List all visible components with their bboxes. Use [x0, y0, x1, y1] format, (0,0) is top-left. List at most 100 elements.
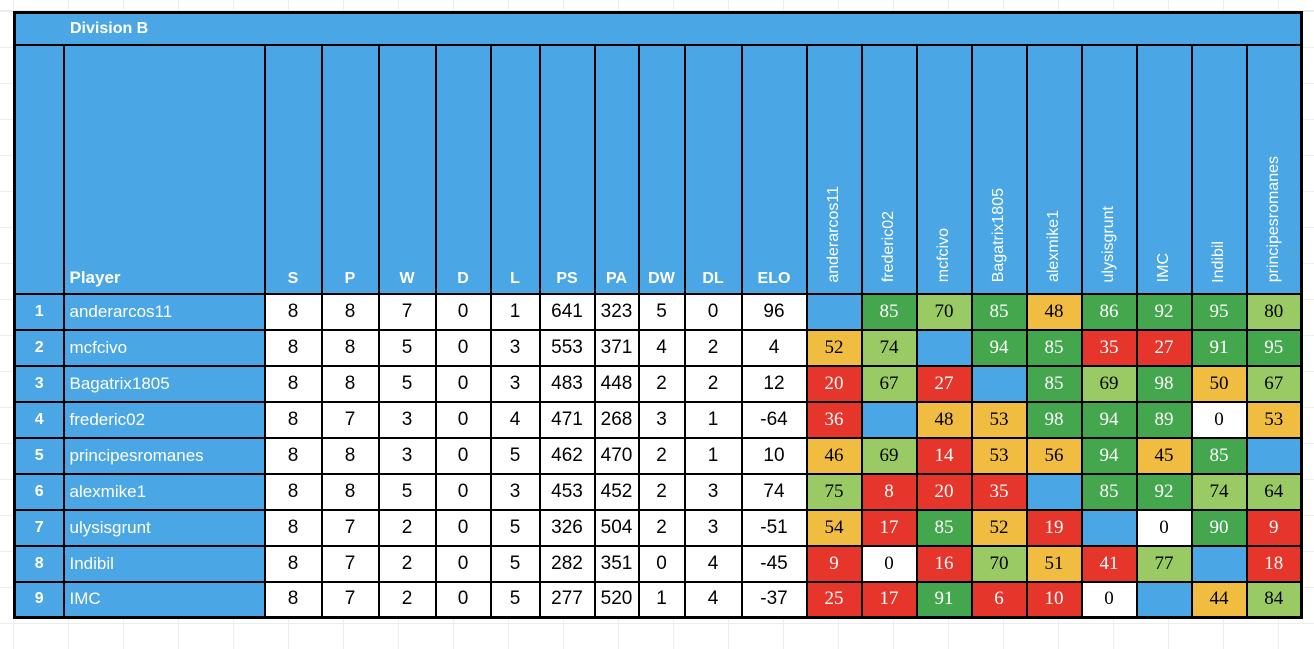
stat-column-header[interactable]: D — [434, 43, 492, 295]
stat-cell[interactable]: 4 — [637, 328, 686, 367]
result-cell[interactable]: 53 — [970, 400, 1028, 439]
stat-cell[interactable]: 0 — [637, 544, 686, 583]
stat-cell[interactable]: 0 — [434, 292, 492, 331]
opponent-column-header[interactable]: alexmike1 — [1025, 43, 1083, 295]
stat-cell[interactable]: 10 — [740, 436, 808, 475]
result-cell[interactable]: 52 — [970, 508, 1028, 547]
stat-cell[interactable]: 5 — [489, 544, 541, 583]
stat-cell[interactable]: 520 — [593, 580, 640, 619]
stat-cell[interactable]: 2 — [637, 364, 686, 403]
stat-cell[interactable]: 8 — [263, 508, 323, 547]
stat-column-header[interactable]: DW — [637, 43, 686, 295]
result-cell[interactable]: 54 — [805, 508, 863, 547]
stat-cell[interactable]: 3 — [377, 436, 437, 475]
opponent-column-header[interactable]: ulysisgrunt — [1080, 43, 1138, 295]
self-cell[interactable] — [1135, 580, 1193, 619]
self-cell[interactable] — [1245, 436, 1303, 475]
result-cell[interactable]: 69 — [1080, 364, 1138, 403]
rank-cell[interactable]: 7 — [13, 508, 65, 547]
player-cell[interactable]: principesromanes — [62, 436, 266, 475]
player-cell[interactable]: alexmike1 — [62, 472, 266, 511]
rank-cell[interactable]: 6 — [13, 472, 65, 511]
result-cell[interactable]: 90 — [1190, 508, 1248, 547]
stat-cell[interactable]: 371 — [593, 328, 640, 367]
result-cell[interactable]: 0 — [1135, 508, 1193, 547]
result-cell[interactable]: 51 — [1025, 544, 1083, 583]
stat-cell[interactable]: 7 — [320, 508, 380, 547]
stat-cell[interactable]: 7 — [320, 580, 380, 619]
result-cell[interactable]: 85 — [1025, 328, 1083, 367]
stat-cell[interactable]: 74 — [740, 472, 808, 511]
result-cell[interactable]: 94 — [970, 328, 1028, 367]
result-cell[interactable]: 94 — [1080, 436, 1138, 475]
stat-cell[interactable]: 0 — [434, 400, 492, 439]
stat-cell[interactable]: 1 — [489, 292, 541, 331]
stat-cell[interactable]: 3 — [637, 400, 686, 439]
stat-cell[interactable]: 268 — [593, 400, 640, 439]
stat-cell[interactable]: 471 — [538, 400, 596, 439]
result-cell[interactable]: 85 — [1080, 472, 1138, 511]
stat-column-header[interactable]: ELO — [740, 43, 808, 295]
stat-cell[interactable]: 2 — [637, 508, 686, 547]
stat-cell[interactable]: 4 — [489, 400, 541, 439]
stat-cell[interactable]: 3 — [377, 400, 437, 439]
stat-cell[interactable]: 0 — [683, 292, 743, 331]
result-cell[interactable]: 85 — [1025, 364, 1083, 403]
result-cell[interactable]: 85 — [1190, 436, 1248, 475]
player-column-header[interactable]: Player — [62, 43, 266, 295]
result-cell[interactable]: 95 — [1245, 328, 1303, 367]
rank-cell[interactable]: 3 — [13, 364, 65, 403]
stat-cell[interactable]: 462 — [538, 436, 596, 475]
result-cell[interactable]: 53 — [970, 436, 1028, 475]
stat-cell[interactable]: 0 — [434, 328, 492, 367]
result-cell[interactable]: 9 — [805, 544, 863, 583]
stat-cell[interactable]: 0 — [434, 508, 492, 547]
result-cell[interactable]: 27 — [1135, 328, 1193, 367]
stat-cell[interactable]: 7 — [320, 544, 380, 583]
result-cell[interactable]: 84 — [1245, 580, 1303, 619]
result-cell[interactable]: 53 — [1245, 400, 1303, 439]
player-cell[interactable]: Indibil — [62, 544, 266, 583]
stat-cell[interactable]: 2 — [637, 436, 686, 475]
stat-cell[interactable]: 1 — [683, 436, 743, 475]
rank-cell[interactable]: 8 — [13, 544, 65, 583]
result-cell[interactable]: 89 — [1135, 400, 1193, 439]
opponent-column-header[interactable]: Indibil — [1190, 43, 1248, 295]
result-cell[interactable]: 85 — [970, 292, 1028, 331]
opponent-column-header[interactable]: principesromanes — [1245, 43, 1303, 295]
result-cell[interactable]: 77 — [1135, 544, 1193, 583]
stat-cell[interactable]: 553 — [538, 328, 596, 367]
opponent-column-header[interactable]: Bagatrix1805 — [970, 43, 1028, 295]
stat-cell[interactable]: -64 — [740, 400, 808, 439]
stat-cell[interactable]: 5 — [489, 436, 541, 475]
stat-cell[interactable]: 452 — [593, 472, 640, 511]
result-cell[interactable]: 35 — [1080, 328, 1138, 367]
result-cell[interactable]: 91 — [915, 580, 973, 619]
result-cell[interactable]: 91 — [1190, 328, 1248, 367]
stat-cell[interactable]: 0 — [434, 580, 492, 619]
self-cell[interactable] — [1080, 508, 1138, 547]
stat-column-header[interactable]: S — [263, 43, 323, 295]
result-cell[interactable]: 20 — [805, 364, 863, 403]
result-cell[interactable]: 67 — [1245, 364, 1303, 403]
stat-column-header[interactable]: DL — [683, 43, 743, 295]
stat-cell[interactable]: 8 — [320, 364, 380, 403]
stat-cell[interactable]: 8 — [263, 292, 323, 331]
stat-cell[interactable]: 0 — [434, 436, 492, 475]
stat-cell[interactable]: 1 — [683, 400, 743, 439]
stat-cell[interactable]: 96 — [740, 292, 808, 331]
stat-cell[interactable]: 8 — [320, 292, 380, 331]
result-cell[interactable]: 18 — [1245, 544, 1303, 583]
stat-cell[interactable]: 5 — [489, 508, 541, 547]
stat-cell[interactable]: 5 — [489, 580, 541, 619]
rank-cell[interactable]: 5 — [13, 436, 65, 475]
result-cell[interactable]: 95 — [1190, 292, 1248, 331]
result-cell[interactable]: 94 — [1080, 400, 1138, 439]
stat-cell[interactable]: 8 — [320, 436, 380, 475]
stat-cell[interactable]: 2 — [683, 328, 743, 367]
result-cell[interactable]: 98 — [1135, 364, 1193, 403]
result-cell[interactable]: 45 — [1135, 436, 1193, 475]
result-cell[interactable]: 46 — [805, 436, 863, 475]
result-cell[interactable]: 92 — [1135, 292, 1193, 331]
stat-cell[interactable]: 504 — [593, 508, 640, 547]
